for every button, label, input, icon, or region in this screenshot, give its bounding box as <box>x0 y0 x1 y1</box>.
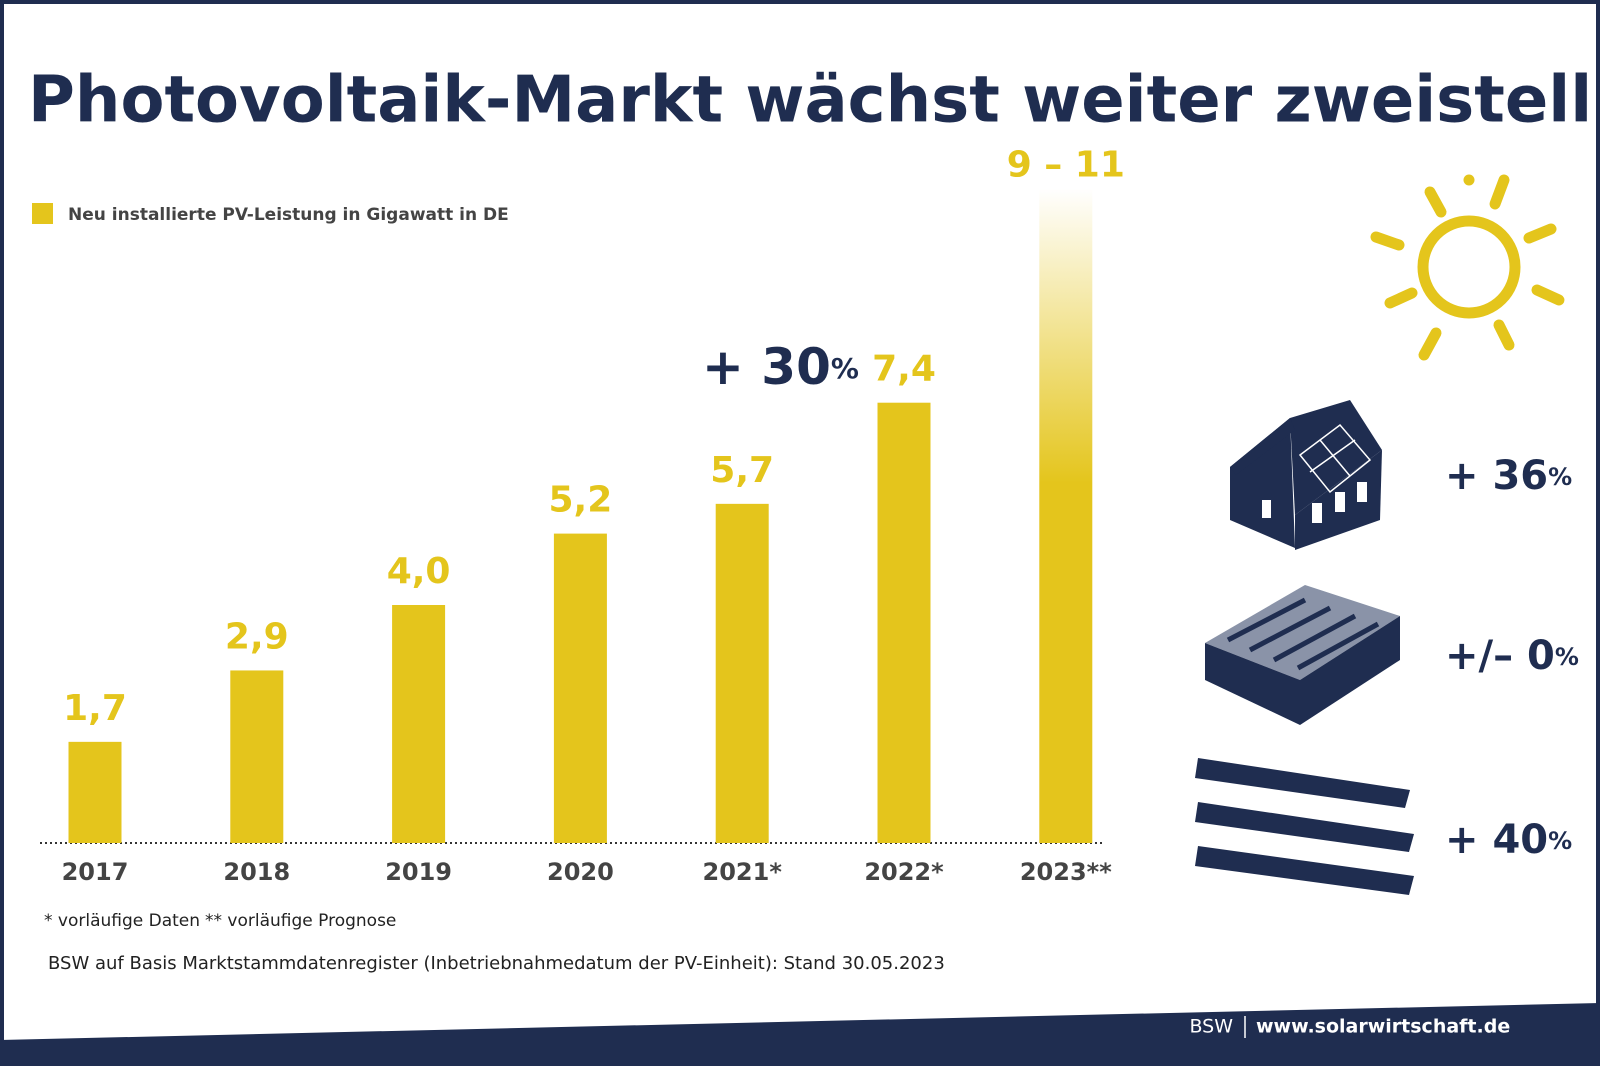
value-label: 7,4 <box>872 349 936 390</box>
footer-url: www.solarwirtschaft.de <box>1256 1016 1510 1038</box>
source: BSW auf Basis Marktstammdatenregister (I… <box>48 953 945 974</box>
flat-roof-icon <box>1205 585 1400 725</box>
footer-band <box>0 1003 1600 1066</box>
bar <box>877 402 931 843</box>
x-tick-label: 2019 <box>385 858 452 886</box>
legend-label: Neu installierte PV-Leistung in Gigawatt… <box>68 205 509 225</box>
growth-annotation: + 30% <box>702 338 859 396</box>
x-tick-label: 2017 <box>62 858 129 886</box>
value-label: 1,7 <box>63 688 127 729</box>
footnote: ** vorläufige Prognose <box>205 911 396 931</box>
segment-growth: + 36% <box>1445 453 1572 499</box>
x-tick-label: 2023** <box>1020 858 1112 886</box>
bar <box>230 670 284 843</box>
bar <box>715 503 769 843</box>
bar <box>68 741 122 843</box>
x-tick-label: 2020 <box>547 858 614 886</box>
bar <box>392 605 446 843</box>
sun-icon <box>1370 174 1565 361</box>
value-label: 5,7 <box>710 450 774 491</box>
value-label: 4,0 <box>387 551 451 592</box>
footer-org: BSW <box>1189 1016 1233 1038</box>
ground-mount-icon <box>1195 758 1414 895</box>
forecast-bar <box>1039 188 1093 843</box>
segment-growth: + 40% <box>1445 817 1572 863</box>
legend-swatch <box>32 203 53 224</box>
forecast-label: 9 – 11 <box>1007 145 1125 186</box>
value-label: 2,9 <box>225 616 289 657</box>
bar <box>553 533 607 843</box>
chart-title: Photovoltaik-Markt wächst weiter zweiste… <box>28 64 1600 138</box>
value-label: 5,2 <box>549 480 613 521</box>
segment-growth: +/– 0% <box>1445 633 1579 679</box>
x-tick-label: 2018 <box>223 858 290 886</box>
house-icon <box>1230 400 1382 550</box>
footnote: * vorläufige Daten <box>44 911 200 931</box>
x-tick-label: 2021* <box>703 858 783 886</box>
x-tick-label: 2022* <box>864 858 944 886</box>
